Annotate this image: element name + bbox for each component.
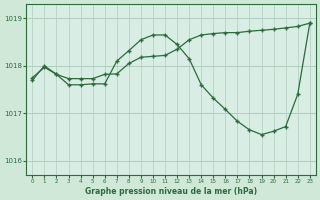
X-axis label: Graphe pression niveau de la mer (hPa): Graphe pression niveau de la mer (hPa)	[85, 187, 257, 196]
